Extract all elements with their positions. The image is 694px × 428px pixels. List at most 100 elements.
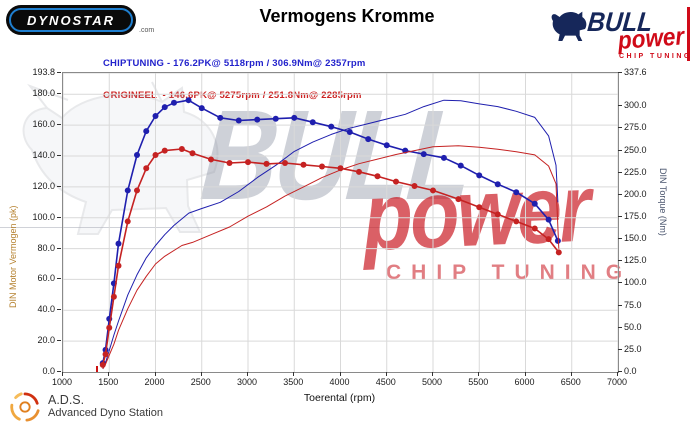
x-tick bbox=[432, 372, 433, 376]
y-right-tick bbox=[618, 193, 622, 195]
bull-sketch-watermark bbox=[22, 81, 219, 235]
x-tick bbox=[617, 372, 618, 376]
curve-marker bbox=[152, 152, 159, 159]
curve-marker bbox=[545, 216, 552, 223]
y-right-tick-label: 100.0 bbox=[624, 277, 647, 288]
curve-marker bbox=[282, 159, 288, 166]
bullpower-word-chiptuning: CHIP TUNING bbox=[619, 53, 692, 60]
curve-marker bbox=[124, 218, 131, 225]
curve-marker bbox=[115, 240, 122, 247]
x-tick bbox=[154, 372, 156, 376]
dyno-curves bbox=[62, 72, 619, 372]
curve-marker bbox=[430, 187, 436, 194]
curve-marker bbox=[365, 136, 372, 143]
y-left-tick bbox=[57, 155, 61, 156]
curve-marker bbox=[161, 104, 168, 111]
watermark-baseline bbox=[0, 227, 618, 228]
y-left-tick-label: 120.0 bbox=[32, 180, 55, 191]
y-left-tick-label: 40.0 bbox=[37, 304, 55, 315]
curve-marker bbox=[457, 162, 464, 169]
x-tick bbox=[524, 372, 526, 376]
x-tick bbox=[108, 372, 110, 376]
y-right-tick bbox=[618, 216, 622, 217]
curve-origineel-vermogen-pk- bbox=[102, 145, 560, 370]
curve-marker bbox=[99, 361, 106, 368]
curve-marker bbox=[208, 156, 214, 163]
curve-marker bbox=[545, 236, 552, 243]
y-right-tick-label: 75.0 bbox=[624, 299, 642, 310]
curve-marker bbox=[161, 147, 168, 154]
y-left-tick-label: 160.0 bbox=[32, 119, 55, 130]
curve-marker bbox=[115, 262, 122, 269]
y-left-tick bbox=[57, 247, 61, 249]
curve-marker bbox=[337, 165, 344, 172]
curve-marker bbox=[185, 97, 192, 104]
y-right-tick bbox=[618, 149, 622, 151]
run-legend: CHIPTUNING - 176.2PK@ 5118rpm / 306.9Nm@… bbox=[103, 38, 366, 122]
curve-marker bbox=[494, 211, 501, 218]
curve-marker bbox=[178, 145, 185, 152]
y-right-tick-label: 337.6 bbox=[624, 67, 647, 77]
y-right-tick bbox=[618, 282, 622, 284]
y-right-tick-label: 300.0 bbox=[624, 100, 647, 111]
curve-marker bbox=[102, 351, 109, 358]
y-right-tick-label: 50.0 bbox=[624, 321, 642, 332]
curve-marker bbox=[476, 172, 483, 179]
y-right-tick-label: 0.0 bbox=[624, 366, 637, 376]
curve-chiptuning-vermogen-pk- bbox=[102, 99, 559, 370]
curve-origineel-koppel-nm- bbox=[102, 148, 560, 366]
y-right-tick bbox=[618, 304, 622, 306]
curve-marker bbox=[309, 119, 316, 126]
curve-marker bbox=[272, 115, 279, 122]
x-tick bbox=[570, 372, 572, 376]
x-tick bbox=[293, 372, 295, 376]
curve-marker bbox=[143, 165, 150, 172]
curve-marker bbox=[134, 187, 140, 194]
curve-marker bbox=[476, 204, 483, 211]
curve-marker bbox=[393, 178, 399, 185]
curve-marker bbox=[291, 114, 298, 121]
curve-marker bbox=[356, 168, 362, 175]
x-tick bbox=[478, 372, 480, 376]
y-right-tick bbox=[618, 371, 622, 372]
y-right-tick bbox=[618, 348, 622, 350]
y-right-tick bbox=[618, 127, 622, 129]
x-tick-label: 6500 bbox=[560, 377, 581, 387]
x-tick bbox=[385, 372, 387, 376]
ads-name: Advanced Dyno Station bbox=[48, 407, 163, 419]
y-left-tick bbox=[57, 185, 61, 187]
dynostar-logo-suffix: .com bbox=[139, 27, 155, 34]
curve-marker bbox=[300, 161, 307, 168]
x-tick-label: 5000 bbox=[421, 377, 443, 387]
curve-marker bbox=[217, 114, 224, 121]
x-tick-label: 5500 bbox=[468, 377, 489, 387]
y-right-tick bbox=[618, 105, 622, 107]
y-right-tick-label: 200.0 bbox=[624, 188, 647, 199]
x-axis-title: Toerental (rpm) bbox=[303, 392, 376, 404]
curve-marker bbox=[198, 105, 205, 112]
curve-marker bbox=[531, 200, 538, 207]
y-left-tick bbox=[57, 93, 61, 95]
y-left-tick-label: 20.0 bbox=[37, 335, 55, 346]
ads-abbr: A.D.S. bbox=[48, 393, 85, 407]
y-left-tick bbox=[57, 216, 61, 218]
x-tick-label: 1000 bbox=[51, 377, 73, 387]
page-title: Vermogens Kromme bbox=[259, 6, 435, 26]
bullpower-word-power: power bbox=[617, 22, 686, 55]
dynostar-logo-text: DYNOSTAR bbox=[27, 12, 115, 28]
curve-marker bbox=[346, 128, 353, 135]
curve-marker bbox=[189, 150, 196, 157]
y-left-tick bbox=[57, 124, 61, 126]
curve-marker bbox=[554, 237, 561, 244]
y-right-tick bbox=[618, 326, 622, 328]
curve-marker bbox=[513, 218, 520, 225]
bull-icon bbox=[551, 11, 587, 41]
curve-chiptuning-koppel-nm- bbox=[102, 99, 559, 364]
curve-marker bbox=[254, 116, 261, 123]
dynostar-logo: DYNOSTAR bbox=[6, 5, 136, 35]
y-right-tick-label: 175.0 bbox=[624, 211, 647, 221]
curve-marker bbox=[555, 249, 562, 256]
curve-marker bbox=[319, 163, 325, 170]
y-left-tick bbox=[57, 309, 61, 311]
